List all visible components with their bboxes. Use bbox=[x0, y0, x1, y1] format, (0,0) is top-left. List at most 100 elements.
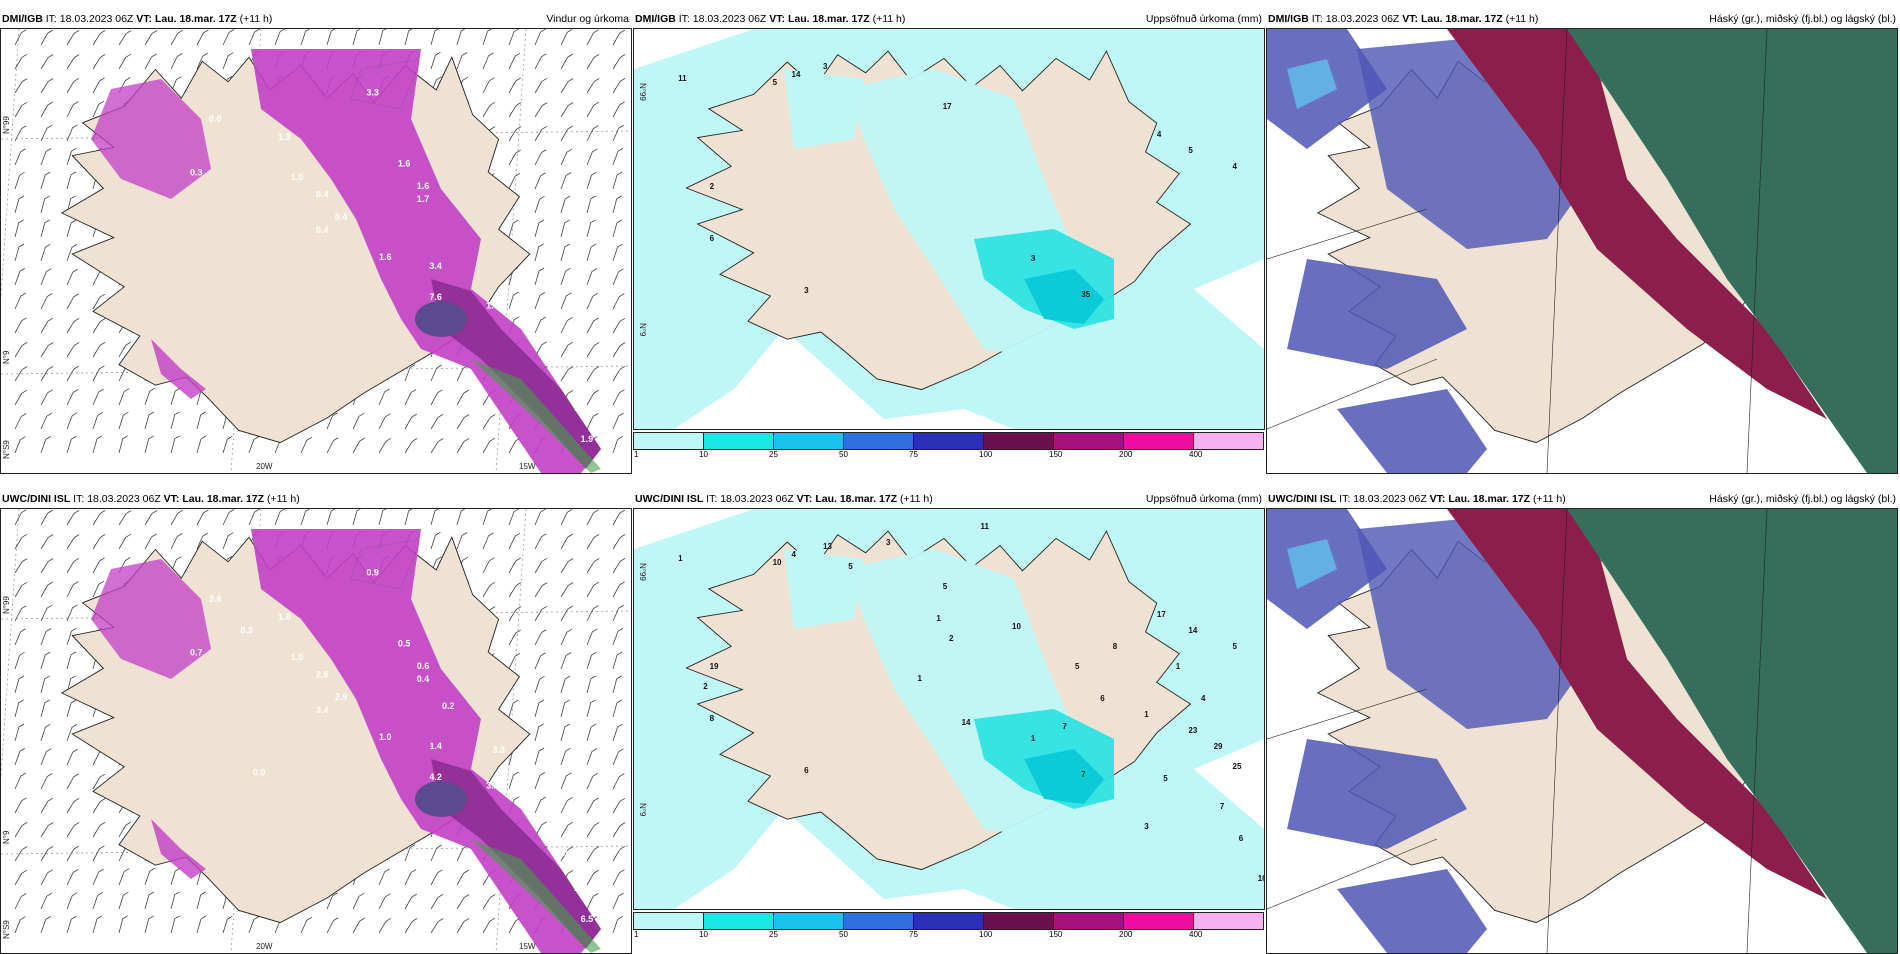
wind-barb bbox=[40, 534, 54, 550]
wind-barb bbox=[612, 628, 624, 646]
cloud-map bbox=[1267, 29, 1897, 473]
precip-value-label: 3 bbox=[823, 62, 828, 71]
wind-barb bbox=[534, 29, 546, 46]
wind-barb bbox=[222, 532, 234, 550]
precip-value-label: 2 bbox=[710, 182, 715, 191]
wind-barb bbox=[456, 894, 470, 910]
wind-barb bbox=[482, 77, 495, 94]
map-frame[interactable]: 0.9 3.8 1.0 0.5 0.7 1.0 0.6 0.4 2.6 3.4 1.0 0.4 1.4 4… bbox=[0, 508, 632, 954]
map-frame[interactable] bbox=[1266, 28, 1898, 474]
wind-barb bbox=[66, 651, 77, 670]
wind-barb bbox=[586, 534, 600, 550]
wind-barb bbox=[560, 53, 574, 70]
wind-barb bbox=[456, 389, 470, 406]
wind-barb bbox=[612, 389, 625, 406]
wind-value-label: 0.4 bbox=[316, 225, 329, 235]
wind-barb bbox=[586, 413, 599, 430]
wind-barb bbox=[326, 437, 339, 454]
wind-barb bbox=[534, 699, 545, 718]
precip-area-light bbox=[784, 69, 864, 149]
wind-barb bbox=[560, 675, 571, 694]
wind-barb bbox=[560, 292, 572, 310]
wind-layer: 3.3 0.0 1.3 1.6 0.3 1.0 1.6 1.7 0.4 0.4 1.6 2.1 3.4 7… bbox=[1, 29, 631, 473]
wind-barb bbox=[196, 509, 209, 526]
map-frame[interactable] bbox=[1266, 508, 1898, 954]
precip-colorbar: 1 10 25 50 75 100 150 200 400 bbox=[633, 912, 1264, 939]
precip-value-label: 8 bbox=[1113, 642, 1118, 651]
map-frame[interactable]: 11 14 3 5 17 2 6 3 3 4 5 4 35 N°99 N°9 bbox=[633, 28, 1265, 430]
wind-value-label: 3.4 bbox=[316, 705, 329, 715]
cloud-layer bbox=[1267, 29, 1897, 473]
colorbar-cell bbox=[1193, 912, 1264, 930]
wind-barb bbox=[378, 413, 391, 430]
wind-barb bbox=[92, 318, 106, 334]
panel-header: DMI/IGB IT: 18.03.2023 06Z VT: Lau. 18.m… bbox=[633, 10, 1266, 28]
wind-barb bbox=[196, 411, 206, 430]
wind-barb bbox=[14, 772, 27, 790]
wind-barb bbox=[612, 101, 625, 118]
colorbar-cell bbox=[773, 912, 844, 930]
wind-value-label: 1.8 bbox=[555, 847, 568, 857]
colorbar-cell bbox=[633, 432, 704, 450]
wind-barb bbox=[612, 604, 625, 622]
wind-barb bbox=[430, 918, 444, 934]
precip-value-label: 10 bbox=[1258, 874, 1264, 883]
wind-barb bbox=[40, 342, 54, 358]
grid-line bbox=[1746, 509, 1768, 953]
wind-barb bbox=[40, 822, 54, 838]
wind-barb bbox=[118, 868, 130, 886]
wind-barb bbox=[482, 414, 496, 430]
wind-barb bbox=[40, 436, 52, 454]
wind-value-label: 0.7 bbox=[190, 648, 203, 658]
wind-barb bbox=[92, 868, 104, 886]
panel-title: Háský (gr.), miðský (fj.bl.) og lágský (… bbox=[1709, 493, 1896, 505]
low-cloud bbox=[1287, 739, 1467, 849]
wind-value-label: 2.6 bbox=[316, 670, 329, 680]
wind-barb bbox=[482, 581, 496, 598]
wind-value-label: 4.2 bbox=[429, 772, 442, 782]
wind-barb bbox=[40, 748, 52, 766]
panel-dmi-wind: DMI/IGB IT: 18.03.2023 06Z VT: Lau. 18.m… bbox=[0, 10, 633, 474]
precip-value-label: 3 bbox=[886, 538, 891, 547]
wind-barb bbox=[14, 436, 26, 454]
panel-dmi-precip: DMI/IGB IT: 18.03.2023 06Z VT: Lau. 18.m… bbox=[633, 10, 1266, 464]
wind-barb bbox=[66, 773, 79, 790]
wind-barb bbox=[482, 29, 493, 46]
low-cloud-light bbox=[1287, 59, 1337, 109]
wind-barb bbox=[534, 172, 546, 190]
wind-barb bbox=[352, 29, 361, 46]
precip-value-label: 29 bbox=[1214, 742, 1223, 751]
wind-value-label: 0.3 bbox=[240, 625, 253, 635]
wind-barb bbox=[92, 388, 104, 406]
wind-barb bbox=[482, 437, 496, 454]
wind-layer: 0.9 3.8 1.0 0.5 0.7 1.0 0.6 0.4 2.6 3.4 1.0 0.4 1.4 4… bbox=[1, 509, 631, 953]
wind-barb bbox=[352, 892, 365, 910]
wind-value-label: 3.3 bbox=[492, 745, 505, 755]
wind-barb bbox=[560, 821, 574, 838]
wind-barb bbox=[612, 892, 624, 910]
wind-barb bbox=[404, 389, 417, 406]
wind-barb bbox=[508, 172, 521, 190]
wind-barb bbox=[118, 915, 128, 934]
wind-value-label: 7.6 bbox=[429, 292, 442, 302]
wind-barb bbox=[92, 822, 106, 838]
lat-label: N°S9 bbox=[2, 920, 11, 939]
precip-value-label: 1 bbox=[936, 614, 941, 623]
map-frame[interactable]: 3.3 0.0 1.3 1.6 0.3 1.0 1.6 1.7 0.4 0.4 1.6 2.1 3.4 7… bbox=[0, 28, 632, 474]
precip-max-area bbox=[415, 781, 467, 817]
wind-barb bbox=[196, 532, 208, 550]
wind-barb bbox=[66, 534, 80, 550]
wind-barb bbox=[92, 580, 105, 598]
precip-patch bbox=[151, 819, 206, 879]
wind-barb bbox=[378, 868, 390, 886]
wind-barb bbox=[508, 699, 519, 718]
wind-barb bbox=[404, 29, 413, 46]
wind-barb bbox=[118, 411, 129, 430]
precip-value-label: 1 bbox=[1144, 710, 1149, 719]
wind-barb bbox=[404, 893, 418, 910]
precip-value-label: 5 bbox=[848, 562, 853, 571]
wind-barb bbox=[66, 268, 79, 286]
wind-barb bbox=[586, 148, 598, 166]
map-frame[interactable]: 1 4 13 10 5 19 8 6 1 17 14 5 7 11 3 5 1 2 1 14 10 7 6 1 23 29 25 5 3… bbox=[633, 508, 1265, 910]
colorbar-cell bbox=[633, 912, 704, 930]
